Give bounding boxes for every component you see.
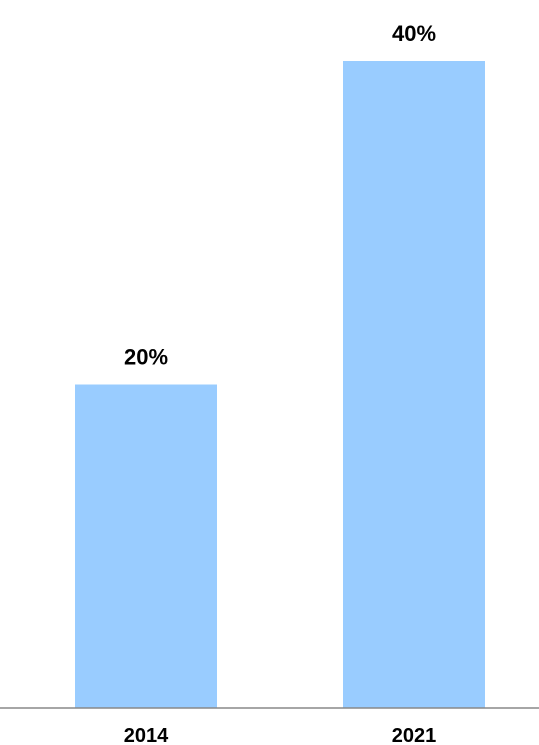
data-label-2014: 20% xyxy=(124,345,168,370)
bars xyxy=(75,61,485,708)
data-labels: 20% 40% xyxy=(124,21,436,370)
data-label-2021: 40% xyxy=(392,21,436,46)
bar-2021 xyxy=(343,61,485,708)
x-tick-label-2021: 2021 xyxy=(392,725,437,745)
x-tick-labels: 2014 2021 xyxy=(124,725,437,745)
x-tick-label-2014: 2014 xyxy=(124,725,169,745)
bar-2014 xyxy=(75,384,217,708)
